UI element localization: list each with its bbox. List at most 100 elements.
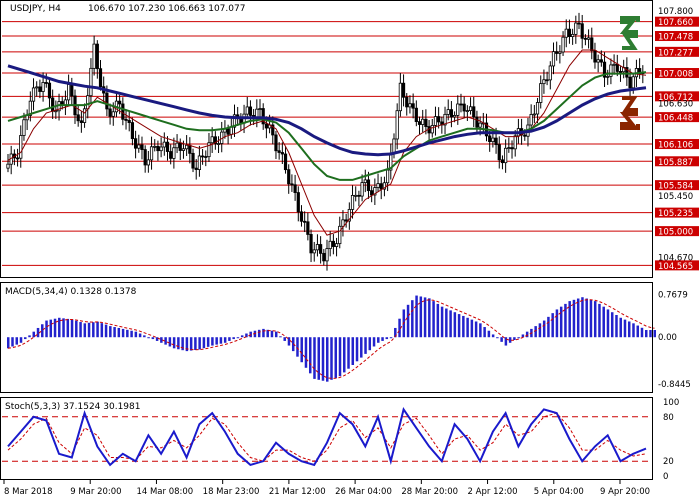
price-label-0: 107.800 xyxy=(658,7,693,17)
candle-body xyxy=(344,219,348,222)
macd-bar xyxy=(177,337,180,350)
macd-bar xyxy=(653,330,657,338)
macd-bar xyxy=(49,319,53,338)
candle xyxy=(290,174,294,192)
macd-bar xyxy=(151,337,155,340)
candle-body xyxy=(31,87,36,102)
candle-body xyxy=(606,75,610,78)
macd-bar xyxy=(253,330,257,338)
macd-bar xyxy=(126,329,129,338)
macd-bar xyxy=(58,317,61,338)
candle xyxy=(197,145,201,177)
candle xyxy=(558,45,562,64)
candle-body xyxy=(561,36,565,53)
arrow-up-icon xyxy=(619,16,640,50)
macd-bar xyxy=(266,329,269,338)
candle xyxy=(433,106,438,136)
candle xyxy=(133,130,138,159)
macd-bar xyxy=(19,337,23,343)
price-label-box-2 xyxy=(655,31,699,42)
candle xyxy=(389,143,393,180)
candle-body xyxy=(137,144,141,149)
macd-bar xyxy=(649,330,652,338)
macd-bar xyxy=(360,337,363,358)
time-label-1: 9 Mar 20:00 xyxy=(70,487,121,497)
candle-body xyxy=(376,183,380,188)
candle xyxy=(137,134,141,153)
macd-bar xyxy=(317,337,320,380)
macd-bar xyxy=(483,327,486,338)
macd-bar xyxy=(525,331,529,338)
candle xyxy=(280,142,284,165)
candle xyxy=(437,107,441,129)
candle xyxy=(417,116,422,135)
macd-bar xyxy=(296,337,299,357)
candle xyxy=(561,31,565,56)
candle xyxy=(398,73,402,117)
macd-bar xyxy=(406,304,410,338)
macd-tick-label-0: 0.7679 xyxy=(658,291,688,301)
candle xyxy=(449,101,454,128)
candle-body xyxy=(79,120,83,123)
macd-bar xyxy=(615,315,618,338)
candle xyxy=(350,185,355,219)
candle xyxy=(571,28,575,45)
candle-body xyxy=(532,113,536,116)
candle xyxy=(564,19,568,48)
candle-body xyxy=(437,116,441,123)
candle-body xyxy=(449,109,454,118)
candle-body xyxy=(491,137,495,143)
candle xyxy=(188,137,192,164)
candle xyxy=(283,146,288,174)
macd-bar xyxy=(134,331,138,338)
price-label-box-13 xyxy=(655,226,699,237)
candle xyxy=(15,148,20,167)
candle-body xyxy=(162,141,166,148)
candle xyxy=(484,113,489,142)
candle-body xyxy=(322,252,326,262)
candle-body xyxy=(398,82,402,112)
candle xyxy=(401,74,406,107)
candle xyxy=(31,78,36,111)
candle xyxy=(35,81,39,97)
candle-body xyxy=(258,108,262,110)
macd-bar xyxy=(372,337,376,347)
candle xyxy=(114,91,119,118)
candle xyxy=(344,213,348,228)
macd-bar xyxy=(355,337,359,362)
macd-bar xyxy=(206,337,210,347)
chart-symbol-title: USDJPY, H4 xyxy=(10,4,61,14)
candle xyxy=(194,159,198,180)
candle-body xyxy=(459,103,463,106)
candle xyxy=(542,69,546,94)
moving-average-fast-line xyxy=(7,49,647,236)
macd-bar xyxy=(428,298,431,338)
macd-bar xyxy=(449,310,452,338)
candle xyxy=(459,93,463,113)
macd-bar xyxy=(168,337,172,347)
candle-body xyxy=(475,116,479,128)
macd-bar xyxy=(453,312,457,338)
candle-body xyxy=(513,135,517,150)
candle xyxy=(421,109,425,133)
macd-bar xyxy=(389,337,393,339)
stoch-title: Stoch(5,3,3) 37.1524 30.1981 xyxy=(5,402,140,412)
candle-body xyxy=(529,113,533,126)
macd-bar xyxy=(130,330,133,338)
candle-body xyxy=(618,71,623,73)
candle xyxy=(331,234,335,255)
candle-body xyxy=(411,103,415,109)
candle xyxy=(532,104,536,124)
support-resistance-levels xyxy=(2,21,652,266)
moving-average-mid-line xyxy=(7,71,647,181)
candle xyxy=(175,134,179,154)
candle xyxy=(580,14,584,49)
candle xyxy=(497,136,501,169)
candle xyxy=(446,99,450,121)
candle xyxy=(185,135,189,156)
macd-bar xyxy=(466,317,469,338)
macd-bar xyxy=(32,331,36,338)
candle-body xyxy=(28,100,32,116)
macd-tick-label-2: -0.8445 xyxy=(658,380,691,390)
